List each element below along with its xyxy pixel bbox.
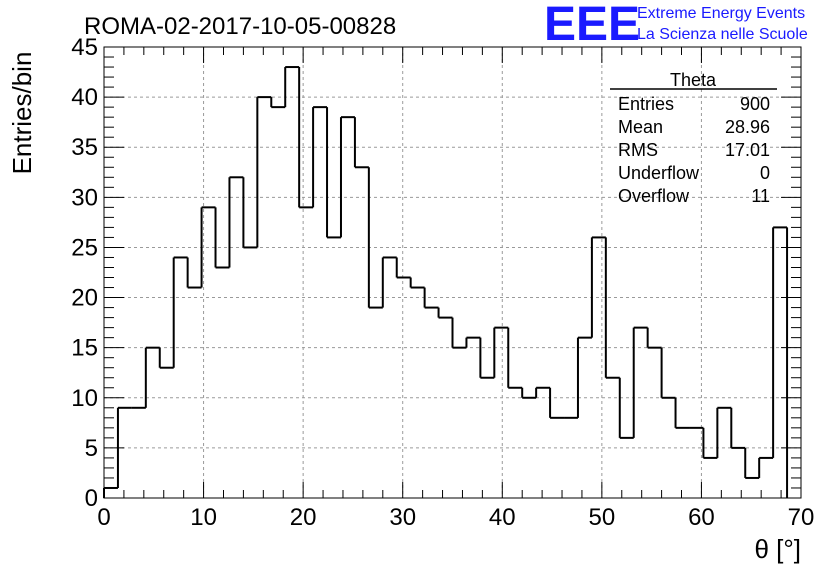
axis-ticks bbox=[103, 46, 802, 499]
stats-value-rms: 17.01 bbox=[725, 140, 770, 160]
stats-box: Theta Entries 900 Mean 28.96 RMS 17.01 U… bbox=[610, 70, 777, 206]
stats-label-rms: RMS bbox=[618, 140, 658, 160]
stats-value-overflow: 11 bbox=[751, 186, 770, 206]
stats-title: Theta bbox=[670, 70, 717, 90]
histogram-series bbox=[103, 66, 789, 498]
x-tick-label: 50 bbox=[589, 504, 616, 531]
y-tick-label: 40 bbox=[71, 84, 98, 111]
x-tick-label: 0 bbox=[97, 504, 110, 531]
y-tick-label: 25 bbox=[71, 234, 98, 261]
x-tick-label: 70 bbox=[788, 504, 815, 531]
y-tick-label: 30 bbox=[71, 184, 98, 211]
tick-labels: 0 10 20 30 40 50 60 70 0 5 10 15 20 25 30 35 40 45 bbox=[71, 34, 814, 531]
y-tick-label: 5 bbox=[85, 435, 98, 462]
y-tick-label: 15 bbox=[71, 335, 98, 362]
x-tick-label: 30 bbox=[389, 504, 416, 531]
stats-value-mean: 28.96 bbox=[725, 117, 770, 137]
x-tick-label: 10 bbox=[190, 504, 217, 531]
y-tick-label: 45 bbox=[71, 34, 98, 61]
plot-frame bbox=[103, 46, 802, 499]
y-tick-label: 20 bbox=[71, 285, 98, 312]
x-tick-label: 60 bbox=[688, 504, 715, 531]
grid-lines bbox=[104, 47, 801, 498]
stats-value-entries: 900 bbox=[740, 94, 770, 114]
logo-line-2: La Scienza nelle Scuole bbox=[637, 26, 808, 43]
y-tick-label: 0 bbox=[85, 485, 98, 512]
stats-value-underflow: 0 bbox=[760, 163, 770, 183]
y-tick-label: 10 bbox=[71, 385, 98, 412]
y-axis-label: Entries/bin bbox=[7, 52, 37, 175]
eee-logo-mark: EEE bbox=[544, 0, 640, 51]
x-axis-label: θ [°] bbox=[754, 534, 801, 564]
y-tick-label: 35 bbox=[71, 134, 98, 161]
x-tick-label: 20 bbox=[290, 504, 317, 531]
stats-label-mean: Mean bbox=[618, 117, 663, 137]
stats-label-overflow: Overflow bbox=[618, 186, 690, 206]
stats-label-underflow: Underflow bbox=[618, 163, 700, 183]
x-tick-label: 40 bbox=[489, 504, 516, 531]
chart-title: ROMA-02-2017-10-05-00828 bbox=[84, 13, 396, 40]
stats-label-entries: Entries bbox=[618, 94, 674, 114]
logo-line-1: Extreme Energy Events bbox=[637, 5, 805, 22]
